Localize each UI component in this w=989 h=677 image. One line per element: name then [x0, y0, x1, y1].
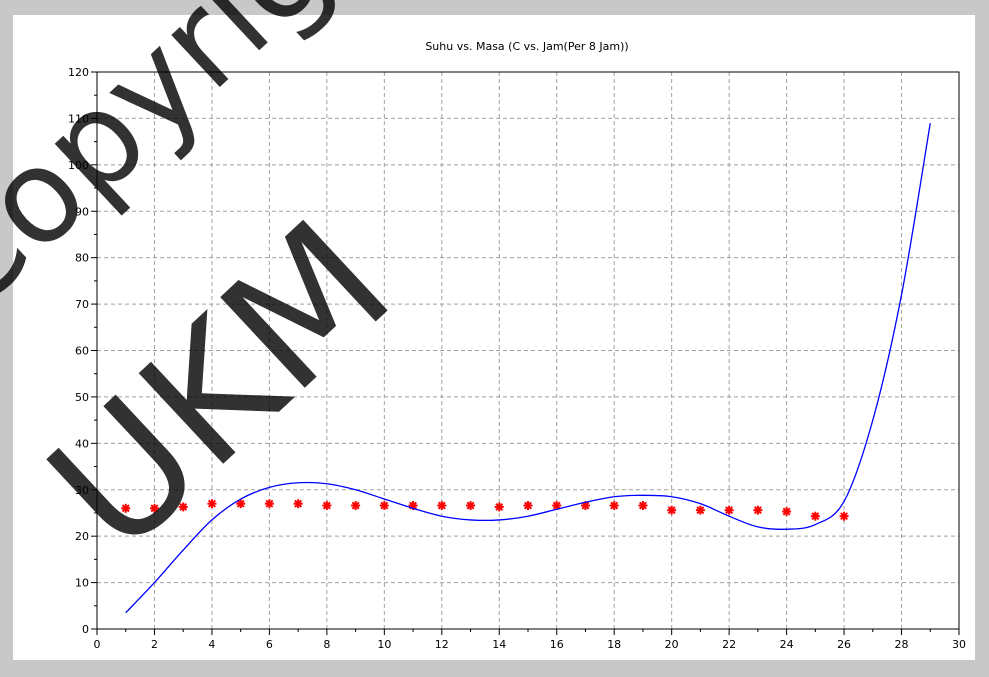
data-point	[178, 502, 188, 512]
data-point-stroke	[294, 499, 303, 508]
data-point-stroke	[696, 506, 705, 515]
data-point-stroke	[753, 506, 762, 515]
data-point-stroke	[495, 502, 504, 511]
data-point-stroke	[236, 499, 245, 508]
y-tick-label: 10	[75, 577, 89, 590]
data-point-stroke	[725, 506, 734, 515]
y-tick-label: 90	[75, 205, 89, 218]
data-point-stroke	[179, 502, 188, 511]
data-point	[695, 505, 705, 515]
data-point-stroke	[667, 506, 676, 515]
plot-area	[13, 15, 975, 660]
data-point	[293, 499, 303, 509]
data-point	[236, 499, 246, 509]
data-point-stroke	[121, 504, 130, 513]
y-tick-label: 100	[68, 159, 89, 172]
data-point	[379, 501, 389, 511]
data-point	[609, 501, 619, 511]
data-point-stroke	[437, 501, 446, 510]
data-point	[121, 503, 131, 513]
data-point-stroke	[811, 512, 820, 521]
x-tick-label: 20	[665, 638, 679, 651]
data-point	[466, 501, 476, 511]
x-tick-label: 2	[151, 638, 158, 651]
y-tick-label: 110	[68, 112, 89, 125]
x-tick-label: 0	[94, 638, 101, 651]
data-point-stroke	[322, 501, 331, 510]
data-point-stroke	[466, 501, 475, 510]
data-point	[149, 503, 159, 513]
x-tick-label: 30	[952, 638, 966, 651]
data-point-stroke	[581, 501, 590, 510]
data-point	[437, 501, 447, 511]
x-tick-label: 18	[607, 638, 621, 651]
y-tick-label: 70	[75, 298, 89, 311]
data-point-stroke	[524, 501, 532, 510]
y-tick-label: 20	[75, 530, 89, 543]
x-tick-label: 16	[550, 638, 564, 651]
data-point-stroke	[638, 501, 647, 510]
data-point	[523, 501, 533, 511]
data-point	[753, 505, 763, 515]
data-point	[322, 501, 332, 511]
y-tick-label: 60	[75, 345, 89, 358]
data-point	[494, 502, 504, 512]
data-point-stroke	[380, 501, 389, 510]
x-tick-label: 8	[323, 638, 330, 651]
chart-title: Suhu vs. Masa (C vs. Jam(Per 8 Jam))	[425, 40, 628, 53]
x-tick-label: 28	[895, 638, 909, 651]
data-point	[667, 505, 677, 515]
data-point-stroke	[207, 499, 216, 508]
data-point-stroke	[610, 501, 619, 510]
x-tick-label: 6	[266, 638, 273, 651]
data-point-stroke	[782, 507, 791, 516]
x-tick-label: 22	[722, 638, 736, 651]
y-tick-label: 0	[82, 623, 89, 636]
x-tick-label: 12	[435, 638, 449, 651]
data-point	[839, 511, 849, 521]
data-point	[724, 505, 734, 515]
y-tick-label: 40	[75, 437, 89, 450]
x-axis: 0 2 4 6 8 10 12 14 16 18 20 22 24 26 28 30	[94, 629, 966, 651]
data-point	[207, 499, 217, 509]
data-point-stroke	[552, 501, 561, 510]
grid	[97, 72, 959, 629]
series-line	[125, 122, 931, 614]
data-point	[638, 501, 648, 511]
y-tick-label: 50	[75, 391, 89, 404]
data-point	[552, 501, 562, 511]
y-tick-label: 80	[75, 252, 89, 265]
x-tick-label: 10	[377, 638, 391, 651]
data-point-stroke	[150, 504, 159, 513]
data-point	[810, 511, 820, 521]
y-tick-label: 30	[75, 484, 89, 497]
data-point-stroke	[265, 499, 274, 508]
x-tick-label: 14	[492, 638, 506, 651]
data-point	[351, 501, 361, 511]
y-axis: 0 10 20 30 40 50 60 70 80 90 100 110 120	[68, 66, 97, 636]
data-point	[264, 499, 274, 509]
x-tick-label: 4	[208, 638, 215, 651]
x-tick-label: 24	[780, 638, 794, 651]
data-point-stroke	[840, 512, 849, 521]
y-tick-label: 120	[68, 66, 89, 79]
series-layer	[121, 122, 931, 614]
data-point	[782, 507, 792, 517]
x-tick-label: 26	[837, 638, 851, 651]
data-point-stroke	[351, 501, 360, 510]
